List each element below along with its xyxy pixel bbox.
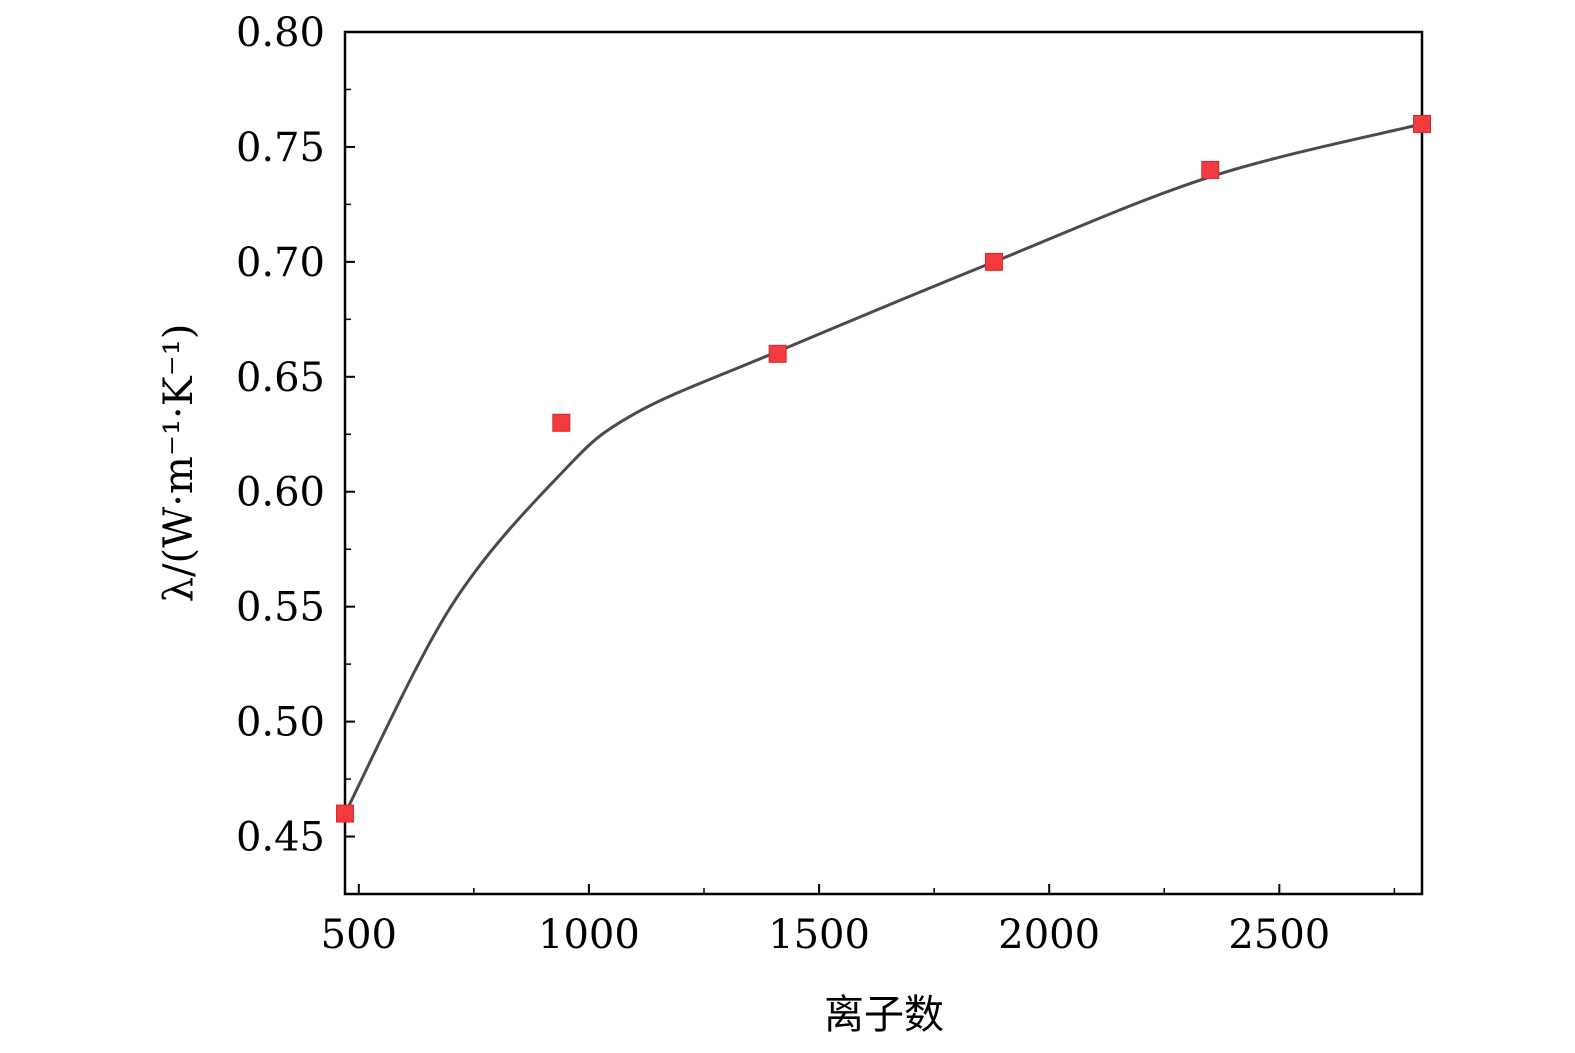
data-point xyxy=(984,252,1003,271)
x-tick-label: 500 xyxy=(321,912,397,958)
y-axis-title: λ/(W·m⁻¹·K⁻¹) xyxy=(156,324,202,603)
y-tick-label: 0.70 xyxy=(236,240,325,286)
y-tick-label: 0.75 xyxy=(236,125,325,171)
data-point xyxy=(768,344,787,363)
data-point xyxy=(1413,114,1431,133)
data-point xyxy=(1201,160,1220,179)
fit-curve xyxy=(343,122,1423,815)
plot-frame xyxy=(343,30,1424,896)
data-markers xyxy=(336,114,1431,823)
y-tick-label: 0.55 xyxy=(236,585,325,631)
x-tick-label: 1000 xyxy=(538,912,640,958)
plot-border xyxy=(343,30,1424,896)
x-tick-label: 2000 xyxy=(998,912,1100,958)
data-point xyxy=(336,804,354,823)
x-axis: 500 1000 1500 2000 2500 xyxy=(321,884,1396,958)
y-axis: 0.45 0.50 0.55 0.60 0.65 0.70 0.75 0.80 xyxy=(236,10,355,895)
x-tick-label: 2500 xyxy=(1228,912,1330,958)
y-tick-label: 0.80 xyxy=(236,10,325,56)
fit-curve-layer xyxy=(343,122,1423,815)
data-point xyxy=(552,413,571,432)
y-tick-label: 0.60 xyxy=(236,470,325,516)
y-tick-label: 0.45 xyxy=(236,815,325,861)
x-axis-title: 离子数 xyxy=(824,992,944,1038)
y-tick-label: 0.65 xyxy=(236,355,325,401)
x-tick-label: 1500 xyxy=(768,912,870,958)
y-tick-label: 0.50 xyxy=(236,700,325,746)
